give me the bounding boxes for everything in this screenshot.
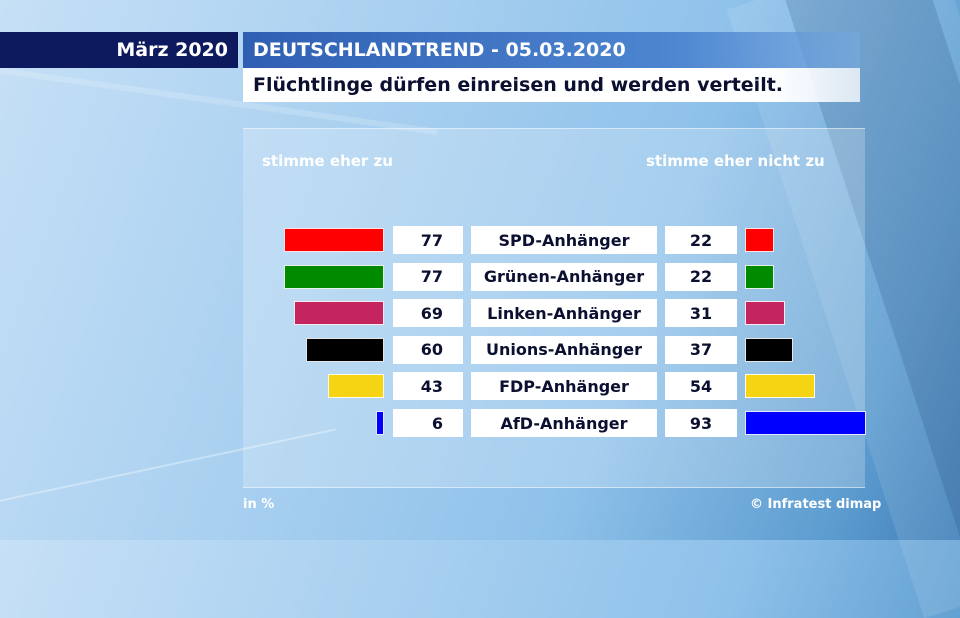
question-subtitle: Flüchtlinge dürfen einreisen und werden … <box>243 68 860 102</box>
value-disagree: 93 <box>665 409 737 437</box>
bar-agree <box>328 374 384 399</box>
category-label: SPD-Anhänger <box>471 226 657 254</box>
category-label: AfD-Anhänger <box>471 409 657 437</box>
chart-row: 43 FDP-Anhänger 54 <box>0 372 960 402</box>
bar-disagree <box>745 411 866 435</box>
value-agree: 6 <box>393 409 463 437</box>
chart-row: 69 Linken-Anhänger 31 <box>0 299 960 329</box>
value-disagree: 31 <box>665 299 737 328</box>
bar-disagree <box>745 301 786 326</box>
value-agree: 77 <box>393 226 463 254</box>
value-agree: 43 <box>393 372 463 401</box>
bar-disagree <box>745 228 774 252</box>
page-title: DEUTSCHLANDTREND - 05.03.2020 <box>243 32 860 68</box>
bar-agree <box>283 264 384 289</box>
value-disagree: 22 <box>665 262 737 291</box>
bar-disagree <box>745 264 774 289</box>
category-label: Unions-Anhänger <box>471 335 657 364</box>
value-agree: 77 <box>393 262 463 291</box>
unit-note: in % <box>243 497 275 512</box>
value-disagree: 22 <box>665 226 737 254</box>
bar-disagree <box>745 337 794 362</box>
bar-agree <box>376 411 384 435</box>
bar-agree <box>283 228 384 252</box>
chart-row: 60 Unions-Anhänger 37 <box>0 335 960 366</box>
category-label: FDP-Anhänger <box>471 372 657 401</box>
source-credit: © Infratest dimap <box>750 497 882 512</box>
bar-disagree <box>745 374 816 399</box>
bar-agree <box>294 301 384 326</box>
category-label: Grünen-Anhänger <box>471 262 657 291</box>
chart-row: 77 SPD-Anhänger 22 <box>0 226 960 256</box>
chart-row: 77 Grünen-Anhänger 22 <box>0 262 960 293</box>
bar-agree <box>306 337 384 362</box>
date-label: März 2020 <box>0 32 238 68</box>
value-agree: 60 <box>393 335 463 364</box>
value-disagree: 37 <box>665 335 737 364</box>
legend-agree: stimme eher zu <box>262 152 393 170</box>
chart-row: 6 AfD-Anhänger 93 <box>0 409 960 439</box>
value-disagree: 54 <box>665 372 737 401</box>
value-agree: 69 <box>393 299 463 328</box>
legend-disagree: stimme eher nicht zu <box>646 152 825 170</box>
category-label: Linken-Anhänger <box>471 299 657 328</box>
